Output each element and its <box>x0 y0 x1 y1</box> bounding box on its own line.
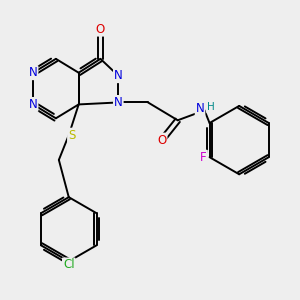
Text: O: O <box>157 134 167 147</box>
Text: Cl: Cl <box>63 258 75 272</box>
Text: H: H <box>207 102 215 112</box>
Text: N: N <box>29 98 38 111</box>
Text: N: N <box>114 96 123 109</box>
Text: S: S <box>68 129 75 142</box>
Text: N: N <box>196 102 204 116</box>
Text: O: O <box>96 22 105 36</box>
Text: N: N <box>114 69 123 82</box>
Text: F: F <box>200 151 207 164</box>
Text: N: N <box>29 66 38 79</box>
